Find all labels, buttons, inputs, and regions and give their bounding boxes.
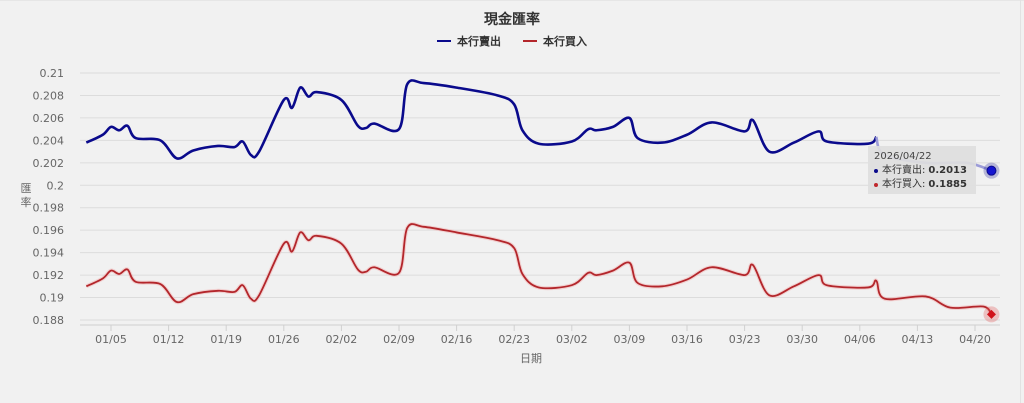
svg-text:0.208: 0.208 bbox=[33, 89, 65, 102]
tooltip-value-sell: 0.2013 bbox=[928, 165, 967, 176]
legend-label-buy: 本行買入 bbox=[543, 35, 587, 48]
svg-text:02/09: 02/09 bbox=[383, 333, 415, 346]
svg-text:03/02: 03/02 bbox=[556, 333, 588, 346]
svg-text:0.21: 0.21 bbox=[40, 67, 65, 80]
legend-item-sell[interactable]: 本行賣出 bbox=[437, 33, 501, 49]
y-axis-title-char: 率 bbox=[20, 196, 32, 209]
svg-text:0.194: 0.194 bbox=[33, 247, 65, 260]
y-axis-ticks: 0.188 0.19 0.192 0.194 0.196 0.198 0.2 0.202 0.2… bbox=[33, 67, 65, 327]
chart-title: 現金匯率 bbox=[484, 12, 540, 28]
svg-text:03/09: 03/09 bbox=[614, 333, 646, 346]
legend-swatch-buy-icon bbox=[523, 40, 537, 42]
svg-text:01/26: 01/26 bbox=[268, 333, 300, 346]
svg-text:0.206: 0.206 bbox=[33, 112, 65, 125]
x-axis-ticks: 01/05 01/12 01/19 01/26 02/02 02/09 02/16 02/23… bbox=[95, 325, 991, 346]
svg-text:01/12: 01/12 bbox=[153, 333, 185, 346]
hover-markers bbox=[983, 162, 1000, 323]
svg-text:0.202: 0.202 bbox=[33, 157, 65, 170]
svg-text:0.19: 0.19 bbox=[40, 292, 65, 305]
svg-text:0.2: 0.2 bbox=[47, 179, 65, 192]
svg-text:0.204: 0.204 bbox=[33, 134, 65, 147]
gridlines bbox=[80, 72, 1000, 326]
tooltip-row-buy: 本行買入: 0.1885 bbox=[874, 178, 970, 192]
svg-text:0.196: 0.196 bbox=[33, 224, 65, 237]
svg-text:02/02: 02/02 bbox=[326, 333, 358, 346]
svg-text:03/23: 03/23 bbox=[729, 333, 761, 346]
tooltip-date: 2026/04/22 bbox=[874, 151, 932, 162]
tooltip-label-sell: 本行賣出: bbox=[882, 165, 926, 176]
legend-label-sell: 本行賣出 bbox=[457, 35, 501, 48]
svg-text:04/13: 04/13 bbox=[902, 333, 934, 346]
tooltip-dot-sell-icon bbox=[874, 169, 878, 173]
tooltip-label-buy: 本行買入: bbox=[882, 179, 926, 190]
tooltip: 2026/04/22 本行賣出: 0.2013 本行買入: 0.1885 bbox=[868, 146, 976, 194]
svg-text:0.198: 0.198 bbox=[33, 202, 65, 215]
svg-text:0.188: 0.188 bbox=[33, 314, 65, 327]
svg-text:04/06: 04/06 bbox=[844, 333, 876, 346]
svg-text:0.192: 0.192 bbox=[33, 269, 65, 282]
svg-text:03/30: 03/30 bbox=[786, 333, 818, 346]
y-axis-title: 匯 率 bbox=[20, 182, 32, 210]
svg-text:02/16: 02/16 bbox=[441, 333, 473, 346]
svg-text:04/20: 04/20 bbox=[959, 333, 991, 346]
frame-edge bbox=[1020, 0, 1021, 403]
y-axis-title-char: 匯 bbox=[20, 182, 32, 195]
svg-text:03/16: 03/16 bbox=[671, 333, 703, 346]
x-axis-title: 日期 bbox=[520, 352, 542, 365]
tooltip-dot-buy-icon bbox=[874, 183, 878, 187]
legend-item-buy[interactable]: 本行買入 bbox=[523, 33, 587, 49]
series-lines bbox=[85, 79, 994, 316]
svg-text:02/23: 02/23 bbox=[498, 333, 530, 346]
svg-text:01/19: 01/19 bbox=[210, 333, 242, 346]
tooltip-row-sell: 本行賣出: 0.2013 bbox=[874, 164, 970, 178]
legend-swatch-sell-icon bbox=[437, 40, 451, 42]
svg-text:01/05: 01/05 bbox=[95, 333, 127, 346]
tooltip-value-buy: 0.1885 bbox=[928, 179, 967, 190]
legend: 本行賣出 本行買入 bbox=[0, 33, 1024, 49]
